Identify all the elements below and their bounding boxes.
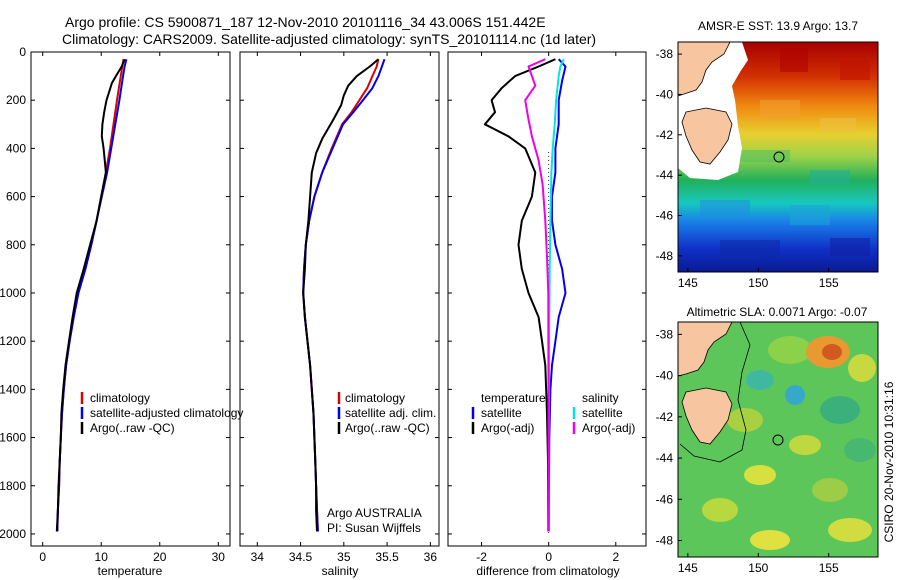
difference-xlabel: difference from climatology: [476, 564, 619, 578]
map-y-tick-label: -44: [656, 168, 674, 182]
legend-temp-argo: Argo(-adj): [481, 421, 534, 435]
sla-tasmania: [681, 387, 733, 445]
series-salinity-satellite: [547, 58, 565, 532]
legend-salinity-heading: salinity: [582, 391, 619, 405]
legend-temp-satellite: satellite: [481, 406, 522, 420]
series-argo-raw-qc: [302, 58, 380, 532]
x-tick-label: 2: [612, 550, 619, 564]
map-y-tick-label: -42: [656, 128, 674, 142]
title-line-1: Argo profile: CS 5900871_187 12-Nov-2010…: [65, 14, 546, 30]
map-y-tick-label: -44: [656, 451, 674, 465]
series-satellite-adjusted-climatology: [56, 58, 128, 532]
x-tick-label: 34.5: [289, 550, 313, 564]
map-x-tick-label: 145: [678, 276, 698, 290]
depth-tick-label: 400: [6, 141, 26, 155]
map-x-tick-label: 150: [748, 276, 768, 290]
map-y-tick-label: -48: [656, 249, 674, 263]
depth-tick-label: 200: [6, 93, 26, 107]
salinity-plot: 34 34.5 35 35.5 36: [251, 52, 438, 564]
map-x-tick-label: 155: [819, 276, 839, 290]
sla-map-ticks: 145 150 155 -38 -40 -42 -44 -46 -48: [656, 327, 839, 575]
map-y-tick-label: -38: [656, 47, 674, 61]
csiro-timestamp: CSIRO 20-Nov-2010 10:31:16: [882, 381, 896, 542]
legend-satellite: satellite adj. clim.: [345, 406, 436, 420]
depth-tick-label: 600: [6, 190, 26, 204]
map-y-tick-label: -46: [656, 492, 674, 506]
sst-map: [678, 42, 878, 272]
x-tick-label: 36: [424, 550, 438, 564]
salinity-legend: climatology satellite adj. clim. Argo(..…: [327, 391, 436, 535]
depth-tick-label: 1400: [0, 382, 26, 396]
map-y-tick-label: -40: [656, 87, 674, 101]
sla-map-title: Altimetric SLA: 0.0071 Argo: -0.07: [687, 305, 868, 319]
sla-map: [678, 322, 878, 557]
legend-sal-argo: Argo(-adj): [582, 421, 635, 435]
sla-texture: [702, 336, 876, 550]
series-argo-raw-qc: [55, 58, 126, 532]
map-y-tick-label: -46: [656, 209, 674, 223]
sst-texture: [700, 48, 870, 260]
sla-mainland: [678, 322, 733, 377]
difference-axes: [447, 51, 647, 547]
depth-axis: 0 200 400 600 800 1000 1200 1400 1600 1800 2000: [0, 45, 646, 541]
difference-plot: -2 0 2: [476, 52, 619, 564]
sst-map-frame: [677, 41, 879, 273]
map-x-tick-label: 155: [819, 561, 839, 575]
legend-climatology: climatology: [345, 391, 405, 405]
sst-map-ticks: 145 150 155 -38 -40 -42 -44 -46 -48: [656, 47, 839, 290]
legend-sal-satellite: satellite: [582, 406, 623, 420]
map-y-tick-label: -48: [656, 534, 674, 548]
depth-tick-label: 1000: [0, 286, 26, 300]
x-tick-label: 30: [212, 550, 226, 564]
argo-program-label: Argo AUSTRALIA: [327, 506, 422, 520]
map-x-tick-label: 145: [678, 561, 698, 575]
depth-tick-label: 1200: [0, 334, 26, 348]
title-line-2: Climatology: CARS2009. Satellite-adjuste…: [62, 31, 596, 47]
legend-argo: Argo(..raw -QC): [90, 421, 175, 435]
series-argo-adj: [483, 58, 556, 532]
salinity-axes: [239, 51, 440, 547]
x-tick-label: 35.5: [375, 550, 399, 564]
map-y-tick-label: -38: [656, 327, 674, 341]
sla-map-frame: [677, 321, 879, 558]
sla-shelf-contour: [679, 322, 751, 463]
depth-tick-label: 0: [19, 45, 26, 59]
temperature-xlabel: temperature: [98, 564, 163, 578]
x-tick-label: 20: [153, 550, 167, 564]
sst-tasmania: [681, 107, 733, 165]
salinity-xlabel: salinity: [322, 564, 359, 578]
depth-tick-label: 1600: [0, 431, 26, 445]
x-tick-label: -2: [476, 550, 487, 564]
x-tick-label: 10: [95, 550, 109, 564]
x-tick-label: 34: [251, 550, 265, 564]
x-tick-label: 0: [545, 550, 552, 564]
series-salinity-argo-adj: [524, 58, 550, 532]
depth-tick-label: 1800: [0, 479, 26, 493]
map-y-tick-label: -42: [656, 410, 674, 424]
x-tick-label: 0: [39, 550, 46, 564]
x-tick-label: 35: [337, 550, 351, 564]
difference-legend: temperature satellite Argo(-adj) salinit…: [471, 391, 635, 435]
legend-climatology: climatology: [90, 391, 150, 405]
legend-argo: Argo(..raw -QC): [345, 421, 430, 435]
sst-mainland: [678, 42, 731, 97]
argo-pi-label: PI: Susan Wijffels: [327, 521, 421, 535]
legend-temperature-heading: temperature: [481, 391, 546, 405]
sst-map-title: AMSR-E SST: 13.9 Argo: 13.7: [698, 19, 858, 33]
map-y-tick-label: -40: [656, 369, 674, 383]
sla-argo-marker: [772, 434, 784, 446]
temperature-legend: climatology satellite-adjusted climatolo…: [80, 391, 243, 435]
map-x-tick-label: 150: [748, 561, 768, 575]
legend-satellite: satellite-adjusted climatology: [90, 406, 243, 420]
depth-tick-label: 2000: [0, 527, 26, 541]
temperature-axes: [30, 51, 231, 547]
temperature-plot: 0 10 20 30: [39, 52, 225, 564]
sst-argo-marker: [773, 151, 785, 163]
depth-tick-label: 800: [6, 238, 26, 252]
series-satellite: [547, 58, 567, 532]
